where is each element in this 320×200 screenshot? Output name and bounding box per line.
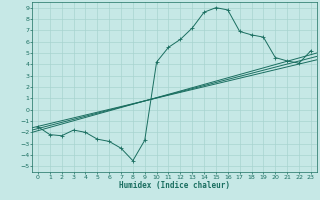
X-axis label: Humidex (Indice chaleur): Humidex (Indice chaleur) <box>119 181 230 190</box>
